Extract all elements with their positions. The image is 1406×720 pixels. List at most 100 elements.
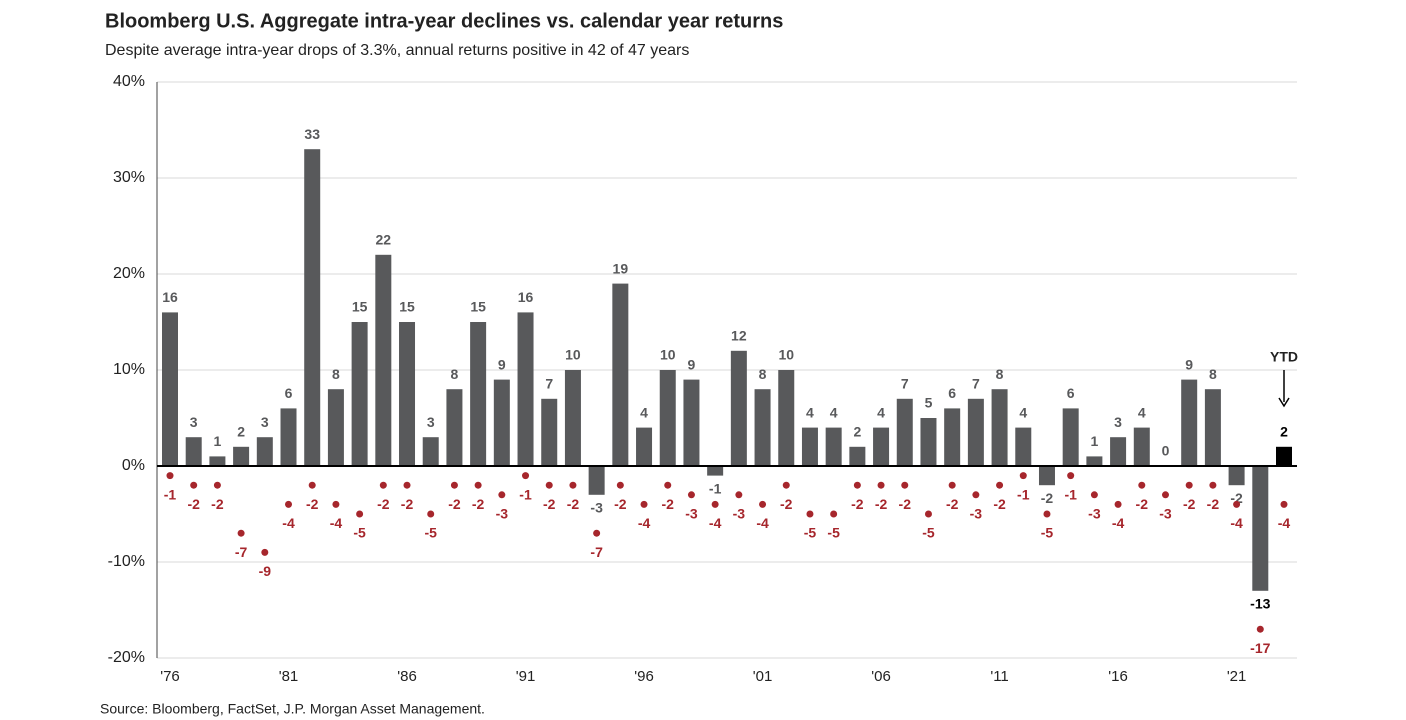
bar-label: 9 <box>688 356 696 372</box>
bar <box>944 408 961 466</box>
ytd-arrowhead <box>1278 397 1290 408</box>
decline-dot <box>735 491 743 499</box>
decline-dot <box>1043 510 1051 518</box>
decline-label: -3 <box>1088 506 1101 522</box>
bar-label: 4 <box>877 404 885 420</box>
bar <box>612 283 629 466</box>
decline-label: -3 <box>496 506 509 522</box>
bar-label: 10 <box>565 347 581 363</box>
bar-label: 7 <box>545 376 553 392</box>
decline-label: -2 <box>1207 496 1220 512</box>
bar <box>636 427 653 466</box>
decline-dot <box>1161 491 1169 499</box>
decline-label: -5 <box>922 525 935 541</box>
bar-label: 5 <box>925 395 933 411</box>
decline-dot <box>759 500 767 508</box>
decline-label: -9 <box>259 563 272 579</box>
decline-label: -5 <box>827 525 840 541</box>
bar-label: 8 <box>332 366 340 382</box>
decline-dot <box>1209 481 1217 489</box>
decline-label: -2 <box>567 496 580 512</box>
decline-label: -4 <box>330 515 343 531</box>
decline-dot <box>403 481 411 489</box>
decline-label: -2 <box>780 496 793 512</box>
bar <box>683 379 700 466</box>
decline-dot <box>1138 481 1146 489</box>
decline-dot <box>427 510 435 518</box>
bar <box>1062 408 1079 466</box>
x-tick-label: '06 <box>871 668 891 685</box>
decline-label: -7 <box>590 544 603 560</box>
decline-dot <box>332 500 340 508</box>
decline-label: -1 <box>519 486 532 502</box>
bar <box>1133 427 1150 466</box>
decline-label: -2 <box>1136 496 1149 512</box>
decline-label: -4 <box>1278 515 1291 531</box>
bar-label: 8 <box>759 366 767 382</box>
bar-label: -2 <box>1041 490 1054 506</box>
decline-dot <box>237 529 245 537</box>
decline-label: -2 <box>614 496 627 512</box>
chart-title: Bloomberg U.S. Aggregate intra-year decl… <box>105 10 783 32</box>
decline-label: -2 <box>448 496 461 512</box>
bar <box>873 427 890 466</box>
bar <box>351 322 368 466</box>
bar-label: 12 <box>731 328 747 344</box>
decline-dot <box>261 548 269 556</box>
bar <box>967 398 984 466</box>
bar <box>659 370 676 466</box>
bar <box>707 466 724 476</box>
bar-label: 7 <box>972 376 980 392</box>
decline-label: -1 <box>164 486 177 502</box>
bar <box>493 379 510 466</box>
decline-dot <box>450 481 458 489</box>
bar <box>825 427 842 466</box>
bar <box>801 427 818 466</box>
y-tick-label: 40% <box>113 73 145 90</box>
decline-label: -4 <box>709 515 722 531</box>
bar <box>209 456 226 466</box>
decline-label: -5 <box>1041 525 1054 541</box>
decline-dot <box>664 481 672 489</box>
bar-label: -2 <box>1230 490 1243 506</box>
bar <box>1015 427 1032 466</box>
bar-label: 10 <box>778 347 794 363</box>
decline-label: -2 <box>543 496 556 512</box>
bar <box>564 370 581 466</box>
bar <box>375 254 392 466</box>
bar-label: 0 <box>1162 443 1170 459</box>
y-tick-label: 10% <box>113 361 145 378</box>
decline-label: -2 <box>306 496 319 512</box>
decline-label: -2 <box>211 496 224 512</box>
bar <box>327 389 344 466</box>
bar-label: 4 <box>806 404 814 420</box>
decline-label: -1 <box>1017 486 1030 502</box>
decline-dot <box>877 481 885 489</box>
x-tick-label: '91 <box>516 668 536 685</box>
decline-label: -3 <box>970 506 983 522</box>
bar-label: 4 <box>830 404 838 420</box>
bar-label: 9 <box>1185 356 1193 372</box>
bar <box>185 437 202 466</box>
decline-dot <box>593 529 601 537</box>
bar <box>588 466 605 495</box>
bar-label: 15 <box>352 299 368 315</box>
y-tick-label: -20% <box>108 649 145 666</box>
bar-label: 6 <box>1067 385 1075 401</box>
decline-label: -5 <box>353 525 366 541</box>
decline-dot <box>522 472 530 480</box>
bar-label: 3 <box>261 414 269 430</box>
bar-label: -13 <box>1250 596 1270 612</box>
bar <box>1204 389 1221 466</box>
bar <box>280 408 297 466</box>
y-tick-label: 20% <box>113 265 145 282</box>
decline-label: -2 <box>946 496 959 512</box>
bar-label: 16 <box>162 289 178 305</box>
x-tick-label: '21 <box>1227 668 1247 685</box>
bar <box>991 389 1008 466</box>
bar <box>849 446 866 466</box>
decline-label: -7 <box>235 544 248 560</box>
decline-dot <box>853 481 861 489</box>
bar-label: 6 <box>285 385 293 401</box>
bar-label: 15 <box>470 299 486 315</box>
